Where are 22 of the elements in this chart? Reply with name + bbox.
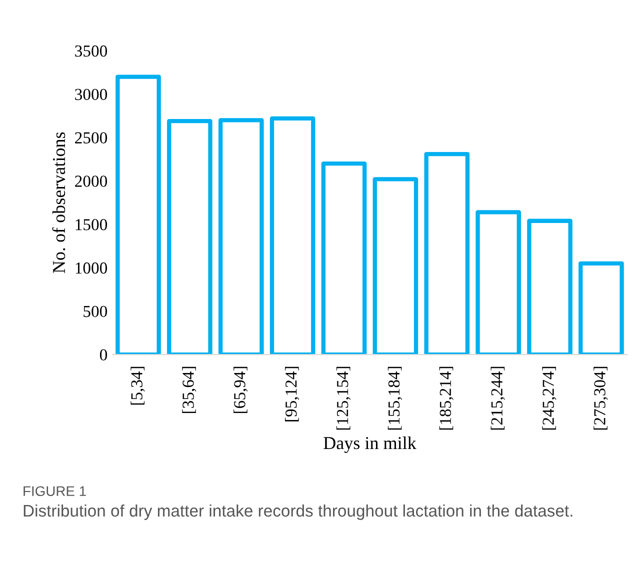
y-tick-label: 1000 (76, 262, 108, 274)
x-tick-label: [125,154] (336, 366, 351, 430)
x-tick-label: [215,244] (490, 366, 505, 430)
x-tick-label: [5,34] (130, 366, 145, 405)
x-tick-label: [35,64] (182, 366, 196, 414)
y-tick-label: 2000 (75, 176, 108, 187)
y-tick-label: 2500 (75, 132, 108, 144)
y-tick-label: 500 (84, 306, 108, 318)
y-tick-label: 0 (100, 349, 108, 360)
x-tick-label: [65,94] (234, 366, 248, 414)
y-tick-label: 1500 (76, 219, 108, 230)
y-axis-title: No. of observations (52, 132, 66, 274)
x-axis-title: Days in milk (324, 436, 416, 453)
text: Distribution of dry matter intake records throughout lactation in the dataset. (24, 504, 572, 520)
x-tick-label: [185,214] (439, 366, 454, 430)
x-tick-label: [95,124] (285, 366, 300, 422)
caption: FIGURE 1 (24, 486, 86, 496)
x-tick-label: [275,304] (594, 366, 608, 430)
y-tick-label: 3000 (75, 88, 108, 100)
x-tick-label: [155,184] (388, 366, 402, 430)
y-tick-label: 3500 (75, 45, 108, 57)
x-tick-label: [245,274] (542, 366, 556, 430)
